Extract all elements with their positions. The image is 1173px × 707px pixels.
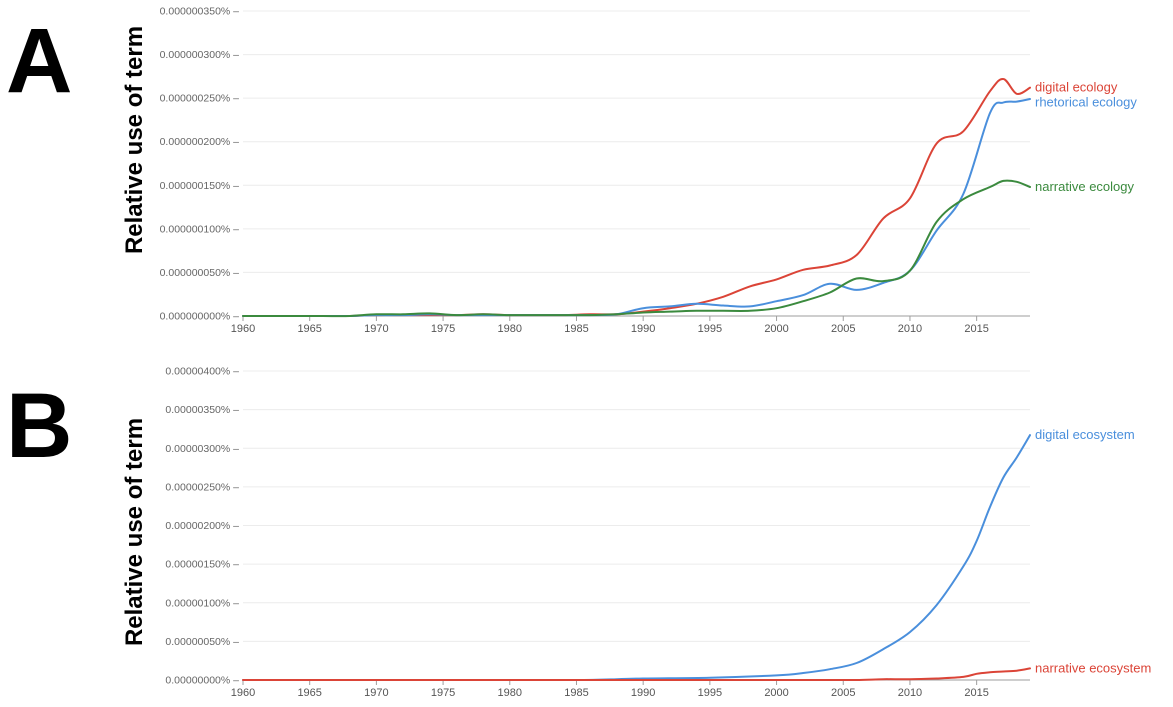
- y-tick-label: 0.000000350% –: [160, 6, 240, 18]
- x-tick-label: 1985: [564, 687, 588, 699]
- x-tick-label: 2000: [764, 323, 788, 335]
- y-tick-label: 0.00000250% –: [165, 481, 239, 493]
- series-line-narrative-ecology: [242, 179, 1031, 318]
- x-tick-label: 1980: [498, 323, 522, 335]
- x-tick-label: 2010: [898, 687, 922, 699]
- series-line-rhetorical-ecology: [242, 98, 1031, 318]
- y-tick-label: 0.00000350% –: [165, 404, 239, 416]
- series-label-narrative-ecosystem: narrative ecosystem: [1035, 660, 1151, 675]
- x-tick-label: 2015: [964, 323, 988, 335]
- y-tick-label: 0.000000300% –: [160, 49, 240, 61]
- y-tick-label: 0.000000050% –: [160, 267, 240, 279]
- x-tick-label: 2000: [764, 687, 788, 699]
- series-label-rhetorical-ecology: rhetorical ecology: [1035, 95, 1137, 110]
- x-tick-label: 1960: [231, 323, 255, 335]
- x-tick-label: 1970: [364, 687, 388, 699]
- x-tick-label: 1970: [364, 323, 388, 335]
- chart-panel-a: A Relative use of term 0.000000000% –0.0…: [6, 6, 1137, 336]
- panel-letter-a: A: [6, 10, 72, 112]
- y-tick-label: 0.00000000% –: [165, 675, 239, 687]
- chart-panel-b: B Relative use of term 0.00000000% –0.00…: [6, 366, 1151, 700]
- x-tick-label: 1990: [631, 323, 655, 335]
- x-tick-label: 1965: [297, 687, 321, 699]
- x-axis-b: 1960 1965 1970 1975 1980 1985 1990 1995 2000 2005…: [231, 679, 1030, 699]
- x-tick-label: 1995: [698, 687, 722, 699]
- y-axis-a: 0.000000000% – 0.000000050% – 0.000000100%…: [160, 6, 240, 323]
- series-label-digital-ecology: digital ecology: [1035, 80, 1118, 95]
- x-tick-label: 1960: [231, 687, 255, 699]
- y-tick-label: 0.00000100% –: [165, 597, 239, 609]
- y-axis-b: 0.00000000% – 0.00000050% – 0.00000100% – 0…: [165, 366, 239, 687]
- x-tick-label: 1975: [431, 687, 455, 699]
- x-tick-label: 2005: [831, 323, 855, 335]
- y-tick-label: 0.000000200% –: [160, 136, 240, 148]
- x-tick-label: 2005: [831, 687, 855, 699]
- x-tick-label: 1965: [297, 323, 321, 335]
- series-line-narrative-ecosystem: [242, 667, 1031, 682]
- series-label-digital-ecosystem: digital ecosystem: [1035, 427, 1135, 442]
- y-tick-label: 0.00000200% –: [165, 520, 239, 532]
- y-tick-label: 0.000000250% –: [160, 93, 240, 105]
- gridlines-b: [243, 370, 1030, 642]
- x-tick-label: 1975: [431, 323, 455, 335]
- series-line-digital-ecosystem: [242, 434, 1031, 682]
- y-tick-label: 0.00000150% –: [165, 559, 239, 571]
- y-tick-label: 0.00000300% –: [165, 443, 239, 455]
- y-tick-label: 0.00000050% –: [165, 636, 239, 648]
- y-tick-label: 0.000000100% –: [160, 223, 240, 235]
- series-label-narrative-ecology: narrative ecology: [1035, 179, 1134, 194]
- x-tick-label: 2015: [964, 687, 988, 699]
- x-tick-label: 2010: [898, 323, 922, 335]
- y-tick-label: 0.00000400% –: [165, 366, 239, 378]
- x-tick-label: 1985: [564, 323, 588, 335]
- x-tick-label: 1980: [498, 687, 522, 699]
- x-tick-label: 1990: [631, 687, 655, 699]
- gridlines-a: [243, 10, 1030, 273]
- series-layer-b: digital ecosystem narrative ecosystem: [242, 427, 1151, 682]
- panel-letter-b: B: [6, 375, 72, 477]
- y-tick-label: 0.000000150% –: [160, 180, 240, 192]
- x-axis-a: 1960 1965 1970 1975 1980 1985 1990 1995 2000 2005…: [231, 315, 1030, 335]
- y-axis-title-a: Relative use of term: [121, 26, 148, 254]
- x-tick-label: 1995: [698, 323, 722, 335]
- series-line-digital-ecology: [242, 77, 1031, 318]
- y-tick-label: 0.000000000% –: [160, 311, 240, 323]
- y-axis-title-b: Relative use of term: [121, 418, 148, 646]
